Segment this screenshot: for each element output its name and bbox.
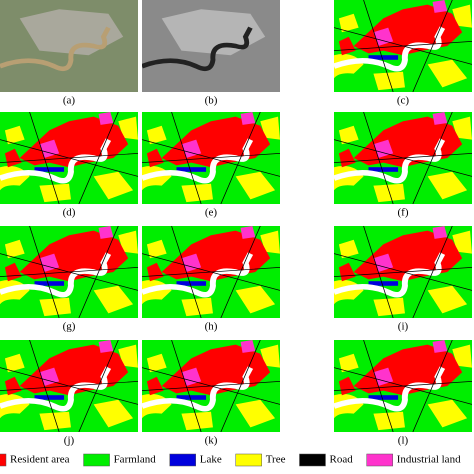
panel-image: [0, 112, 138, 204]
panel-image: [334, 112, 472, 204]
legend-swatch: [366, 453, 393, 467]
legend-swatch: [235, 453, 262, 467]
panel-image: [142, 0, 280, 92]
panel-image: [334, 0, 472, 92]
legend-label: Industrial land: [397, 454, 461, 466]
panel-image: [0, 340, 138, 432]
legend-swatch: [169, 453, 196, 467]
legend-swatch: [0, 453, 7, 467]
panel-caption: (k): [205, 435, 218, 447]
panel-caption: (g): [63, 321, 76, 333]
panel-image: [142, 226, 280, 318]
legend-label: Resident area: [10, 454, 70, 466]
panel-caption: (l): [398, 435, 409, 447]
legend-label: Road: [329, 454, 353, 466]
legend-swatch: [83, 453, 110, 467]
panel-caption: (h): [205, 321, 218, 333]
panel-caption: (a): [63, 95, 76, 107]
panel-image: [0, 0, 138, 92]
panel-caption: (d): [63, 207, 76, 219]
panel-caption: (c): [397, 95, 410, 107]
panel-caption: (f): [398, 207, 409, 219]
legend-swatch: [299, 453, 326, 467]
legend-label: Lake: [200, 454, 222, 466]
legend-label: Farmland: [114, 454, 157, 466]
panel-image: [142, 112, 280, 204]
panel-caption: (e): [205, 207, 218, 219]
panel-image: [142, 340, 280, 432]
panel-caption: (b): [205, 95, 218, 107]
panel-image: [0, 226, 138, 318]
panel-caption: (j): [64, 435, 75, 447]
legend-label: Tree: [266, 454, 286, 466]
panel-caption: (i): [398, 321, 409, 333]
panel-image: [334, 340, 472, 432]
panel-image: [334, 226, 472, 318]
